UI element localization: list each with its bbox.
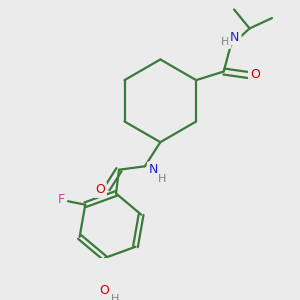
Text: H: H bbox=[111, 294, 119, 300]
Text: O: O bbox=[95, 183, 105, 196]
Text: H: H bbox=[221, 37, 230, 47]
Text: F: F bbox=[58, 193, 65, 206]
Text: H: H bbox=[158, 174, 166, 184]
Text: N: N bbox=[149, 163, 158, 176]
Text: N: N bbox=[230, 31, 240, 44]
Text: O: O bbox=[100, 284, 110, 297]
Text: O: O bbox=[250, 68, 260, 81]
